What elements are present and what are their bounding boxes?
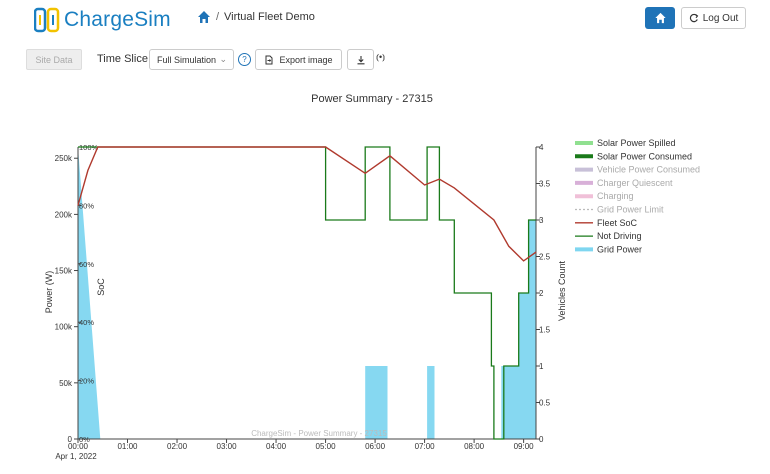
soc-tick-label: 80% bbox=[79, 201, 94, 210]
chart-watermark: ChargeSim - Power Summary - 27315 bbox=[251, 429, 387, 438]
y-axis-label: Power (W) bbox=[44, 271, 54, 314]
chart-title: Power Summary - 27315 bbox=[311, 93, 433, 105]
y-tick-label: 100k bbox=[55, 323, 73, 332]
home-icon bbox=[654, 12, 666, 24]
y2-tick-label: 1.5 bbox=[539, 326, 551, 335]
legend-label: Vehicle Power Consumed bbox=[597, 165, 700, 175]
home-button[interactable] bbox=[645, 7, 675, 29]
legend-item[interactable]: Charger Quiescent bbox=[575, 178, 673, 188]
soc-tick-label: 20% bbox=[79, 377, 94, 386]
broadcast-icon[interactable]: ⦅•⦆ bbox=[376, 52, 386, 62]
x-tick-label: 08:00 bbox=[464, 442, 485, 451]
y2-tick-label: 2.5 bbox=[539, 253, 551, 262]
legend-label: Solar Power Consumed bbox=[597, 151, 692, 161]
breadcrumb-current[interactable]: Virtual Fleet Demo bbox=[224, 11, 315, 23]
y2-tick-label: 3 bbox=[539, 216, 544, 225]
legend-label: Charger Quiescent bbox=[597, 178, 673, 188]
y2-tick-label: 0 bbox=[539, 435, 544, 444]
y2-tick-label: 3.5 bbox=[539, 180, 551, 189]
legend-label: Grid Power Limit bbox=[597, 205, 664, 215]
legend-item[interactable]: Solar Power Spilled bbox=[575, 138, 676, 148]
legend-item[interactable]: Charging bbox=[575, 191, 634, 201]
y2-tick-label: 4 bbox=[539, 143, 544, 152]
export-image-label: Export image bbox=[279, 54, 333, 65]
y-tick-label: 200k bbox=[55, 210, 73, 219]
y-tick-label: 150k bbox=[55, 267, 73, 276]
legend-label: Grid Power bbox=[597, 244, 642, 254]
y2-tick-label: 2 bbox=[539, 289, 544, 298]
x-tick-label: 04:00 bbox=[266, 442, 287, 451]
legend-item[interactable]: Not Driving bbox=[575, 231, 642, 241]
series-not-driving bbox=[78, 146, 536, 440]
x-tick-label: 01:00 bbox=[117, 442, 138, 451]
y2-tick-label: 0.5 bbox=[539, 399, 551, 408]
legend-label: Fleet SoC bbox=[597, 218, 638, 228]
legend-item[interactable]: Grid Power Limit bbox=[575, 205, 664, 215]
chevron-down-icon: ⌄ bbox=[219, 54, 227, 64]
x-tick-label: 05:00 bbox=[316, 442, 337, 451]
breadcrumb-home-icon[interactable] bbox=[197, 10, 211, 24]
soc-tick-label: 60% bbox=[79, 260, 94, 269]
download-button[interactable] bbox=[347, 49, 374, 70]
series-fleet-soc bbox=[77, 146, 537, 262]
logout-label: Log Out bbox=[702, 12, 739, 24]
app-logo-text: ChargeSim bbox=[64, 8, 171, 31]
x-tick-label: 07:00 bbox=[415, 442, 436, 451]
legend-label: Charging bbox=[597, 191, 634, 201]
legend-item[interactable]: Vehicle Power Consumed bbox=[575, 165, 700, 175]
x-tick-label: 03:00 bbox=[217, 442, 238, 451]
legend-item[interactable]: Grid Power bbox=[575, 244, 642, 254]
soc-tick-label: 0% bbox=[79, 435, 90, 444]
export-image-button[interactable]: Export image bbox=[255, 49, 342, 70]
soc-axis-label: SoC bbox=[96, 278, 106, 296]
export-icon bbox=[265, 55, 273, 64]
date-label: Apr 1, 2022 bbox=[55, 452, 97, 461]
legend-label: Solar Power Spilled bbox=[597, 138, 676, 148]
download-icon bbox=[357, 55, 364, 64]
y-tick-label: 250k bbox=[55, 154, 73, 163]
help-icon[interactable]: ? bbox=[238, 53, 251, 66]
x-tick-label: 06:00 bbox=[365, 442, 386, 451]
site-data-button[interactable]: Site Data bbox=[26, 49, 82, 70]
x-tick-label: 02:00 bbox=[167, 442, 188, 451]
breadcrumb-separator: / bbox=[216, 11, 220, 23]
y-tick-label: 0 bbox=[68, 435, 73, 444]
time-slice-value: Full Simulation bbox=[157, 54, 217, 65]
legend-item[interactable]: Solar Power Consumed bbox=[575, 151, 692, 161]
y2-axis-label: Vehicles Count bbox=[557, 260, 567, 321]
x-tick-label: 00:00 bbox=[68, 442, 89, 451]
logout-icon bbox=[689, 13, 698, 23]
legend-item[interactable]: Fleet SoC bbox=[575, 218, 638, 228]
time-slice-select[interactable]: Full Simulation ⌄ bbox=[149, 49, 234, 70]
y2-tick-label: 1 bbox=[539, 362, 544, 371]
logout-button[interactable]: Log Out bbox=[681, 7, 746, 29]
soc-tick-label: 40% bbox=[79, 318, 94, 327]
time-slice-label: Time Slice bbox=[97, 53, 148, 65]
y-tick-label: 50k bbox=[59, 379, 73, 388]
x-tick-label: 09:00 bbox=[514, 442, 535, 451]
legend-label: Not Driving bbox=[597, 231, 642, 241]
logo-icon bbox=[34, 7, 60, 33]
